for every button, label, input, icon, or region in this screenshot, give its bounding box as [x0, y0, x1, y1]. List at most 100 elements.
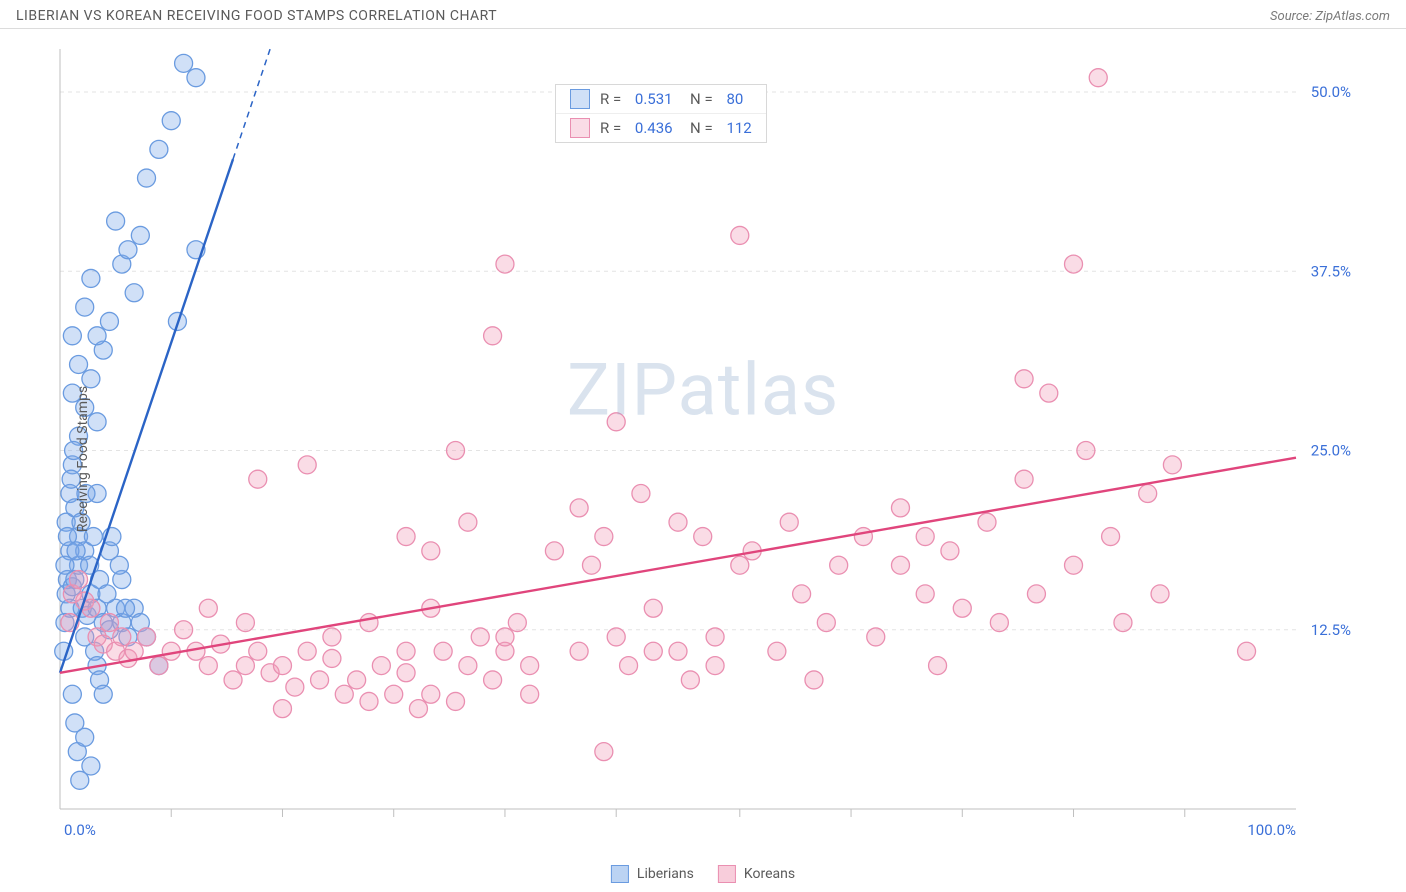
- data-point: [397, 664, 415, 682]
- stat-r-value: 0.436: [635, 119, 673, 137]
- data-point: [471, 628, 489, 646]
- data-point: [409, 700, 427, 718]
- data-point: [521, 685, 539, 703]
- data-point: [570, 642, 588, 660]
- data-point: [94, 685, 112, 703]
- data-point: [236, 614, 254, 632]
- data-point: [817, 614, 835, 632]
- data-point: [199, 599, 217, 617]
- data-point: [595, 528, 613, 546]
- data-point: [731, 556, 749, 574]
- data-point: [335, 685, 353, 703]
- data-point: [273, 700, 291, 718]
- data-point: [459, 513, 477, 531]
- chart-title: LIBERIAN VS KOREAN RECEIVING FOOD STAMPS…: [16, 8, 497, 24]
- stat-r-label: R =: [600, 90, 625, 108]
- data-point: [1027, 585, 1045, 603]
- legend-label: Koreans: [744, 866, 795, 882]
- data-point: [891, 556, 909, 574]
- data-point: [632, 485, 650, 503]
- data-point: [780, 513, 798, 531]
- data-point: [459, 657, 477, 675]
- data-point: [360, 614, 378, 632]
- chart-area: Receiving Food Stamps ZIPatlas 12.5%25.0…: [0, 29, 1406, 889]
- stats-row: R = 0.531 N = 80: [556, 85, 766, 113]
- data-point: [286, 678, 304, 696]
- data-point: [138, 628, 156, 646]
- data-point: [273, 657, 291, 675]
- data-point: [867, 628, 885, 646]
- data-point: [397, 528, 415, 546]
- data-point: [360, 692, 378, 710]
- data-point: [706, 628, 724, 646]
- data-point: [830, 556, 848, 574]
- y-tick-label: 25.0%: [1311, 442, 1351, 460]
- data-point: [1089, 69, 1107, 87]
- data-point: [348, 671, 366, 689]
- data-point: [1114, 614, 1132, 632]
- data-point: [582, 556, 600, 574]
- data-point: [1163, 456, 1181, 474]
- data-point: [731, 226, 749, 244]
- legend-swatch: [611, 865, 629, 883]
- data-point: [496, 628, 514, 646]
- data-point: [607, 628, 625, 646]
- data-point: [1015, 470, 1033, 488]
- legend-item: Koreans: [718, 865, 795, 883]
- data-point: [508, 614, 526, 632]
- data-point: [1151, 585, 1169, 603]
- data-point: [545, 542, 563, 560]
- data-point: [113, 628, 131, 646]
- header: LIBERIAN VS KOREAN RECEIVING FOOD STAMPS…: [0, 0, 1406, 29]
- data-point: [496, 255, 514, 273]
- data-point: [1077, 442, 1095, 460]
- data-point: [187, 69, 205, 87]
- data-point: [607, 413, 625, 431]
- data-point: [138, 169, 156, 187]
- data-point: [447, 442, 465, 460]
- data-point: [63, 685, 81, 703]
- data-point: [681, 671, 699, 689]
- data-point: [1065, 556, 1083, 574]
- data-point: [941, 542, 959, 560]
- data-point: [131, 226, 149, 244]
- data-point: [100, 312, 118, 330]
- data-point: [694, 528, 712, 546]
- data-point: [98, 585, 116, 603]
- stat-n-label: N =: [683, 119, 717, 137]
- data-point: [669, 642, 687, 660]
- data-point: [595, 743, 613, 761]
- data-point: [805, 671, 823, 689]
- y-tick-label: 37.5%: [1311, 262, 1351, 280]
- data-point: [117, 599, 135, 617]
- data-point: [570, 499, 588, 517]
- data-point: [224, 671, 242, 689]
- data-point: [929, 657, 947, 675]
- x-tick-label: 0.0%: [64, 821, 96, 839]
- stat-n-label: N =: [683, 90, 717, 108]
- data-point: [236, 657, 254, 675]
- data-point: [67, 542, 85, 560]
- legend-swatch: [718, 865, 736, 883]
- data-point: [1139, 485, 1157, 503]
- data-point: [397, 642, 415, 660]
- data-point: [70, 355, 88, 373]
- data-point: [150, 140, 168, 158]
- legend: Liberians Koreans: [611, 865, 795, 883]
- data-point: [175, 621, 193, 639]
- data-point: [978, 513, 996, 531]
- legend-label: Liberians: [637, 866, 694, 882]
- data-point: [644, 599, 662, 617]
- data-point: [1065, 255, 1083, 273]
- scatter-plot: 12.5%25.0%37.5%50.0%0.0%100.0%: [0, 29, 1406, 859]
- correlation-stats-box: R = 0.531 N = 80R = 0.436 N = 112: [555, 84, 767, 143]
- data-point: [620, 657, 638, 675]
- data-point: [916, 528, 934, 546]
- data-point: [422, 685, 440, 703]
- data-point: [644, 642, 662, 660]
- data-point: [385, 685, 403, 703]
- data-point: [434, 642, 452, 660]
- data-point: [162, 112, 180, 130]
- legend-item: Liberians: [611, 865, 694, 883]
- data-point: [990, 614, 1008, 632]
